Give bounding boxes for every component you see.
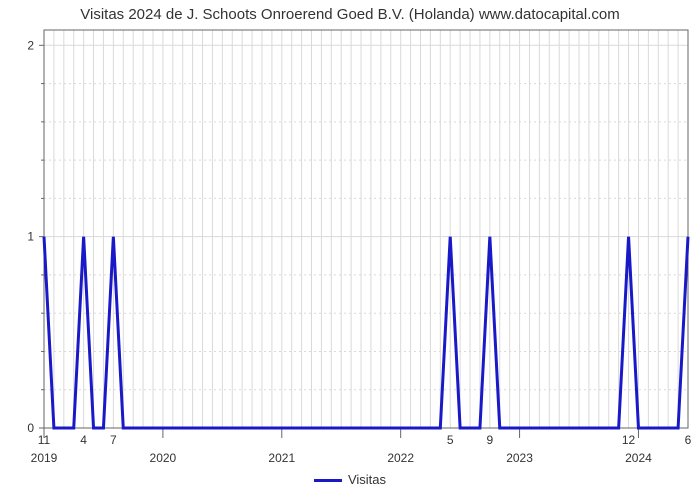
svg-text:9: 9 (487, 433, 494, 447)
svg-text:0: 0 (27, 421, 34, 435)
chart-container: Visitas 2024 de J. Schoots Onroerend Goe… (0, 0, 700, 500)
legend-label: Visitas (348, 472, 386, 487)
legend-color-swatch (314, 479, 342, 482)
svg-text:4: 4 (80, 433, 87, 447)
svg-text:2019: 2019 (31, 451, 58, 465)
svg-text:2024: 2024 (625, 451, 652, 465)
svg-text:7: 7 (110, 433, 117, 447)
svg-text:12: 12 (622, 433, 636, 447)
chart-plot: 012201920202021202220232024114759126 (0, 0, 700, 500)
svg-text:2021: 2021 (268, 451, 295, 465)
svg-text:2022: 2022 (387, 451, 414, 465)
svg-text:5: 5 (447, 433, 454, 447)
chart-legend: Visitas (0, 472, 700, 487)
svg-text:1: 1 (27, 230, 34, 244)
svg-text:11: 11 (38, 433, 51, 447)
svg-text:6: 6 (685, 433, 692, 447)
svg-text:2020: 2020 (150, 451, 177, 465)
svg-text:2023: 2023 (506, 451, 533, 465)
svg-text:2: 2 (27, 38, 34, 52)
